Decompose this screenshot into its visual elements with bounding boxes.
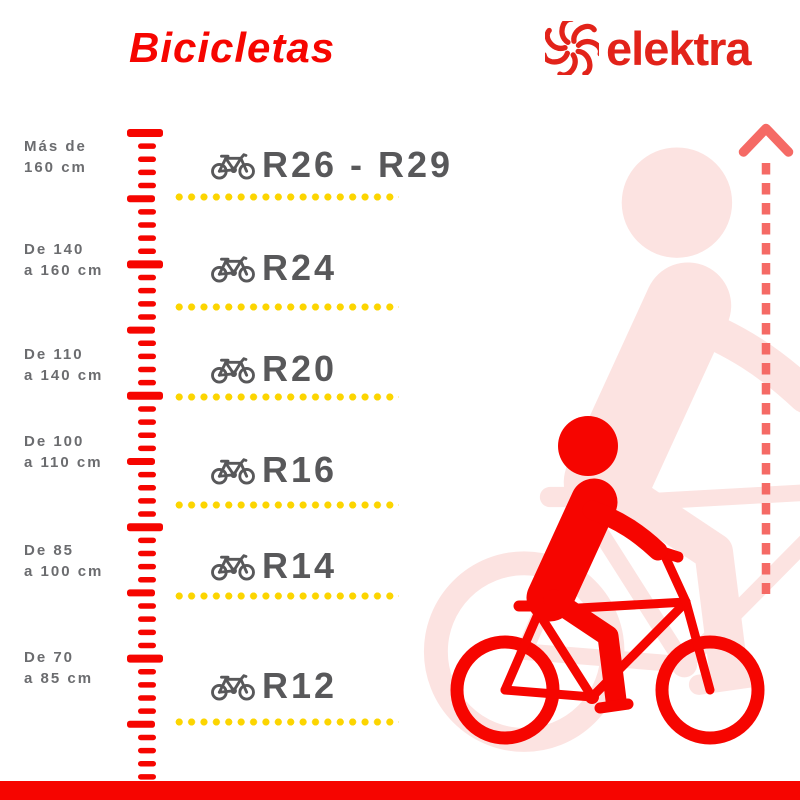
dotted-divider (173, 393, 399, 401)
elektra-pinwheel-icon (545, 21, 599, 75)
dotted-divider (173, 592, 399, 600)
bicycle-icon (211, 255, 255, 283)
brand-logo: elektra (545, 21, 752, 75)
bottom-accent-bar (0, 781, 800, 800)
dotted-divider (173, 501, 399, 509)
size-row: R26 - R29 (210, 139, 453, 191)
bicycle-icon (211, 553, 255, 581)
height-range-label: De 85 a 100 cm (24, 542, 104, 581)
size-row: R12 (210, 660, 337, 712)
bicycle-icon (211, 356, 255, 384)
wheel-size-label: R16 (262, 449, 338, 490)
page-title: Bicicletas (129, 24, 336, 71)
height-ruler (127, 129, 163, 780)
size-row: R14 (210, 540, 337, 592)
height-range-label: De 70 a 85 cm (24, 649, 94, 688)
dotted-divider (173, 718, 399, 726)
dashed-up-arrow-icon (738, 123, 794, 594)
wheel-size-label: R20 (262, 348, 338, 389)
wheel-size-label: R14 (262, 545, 338, 586)
height-range-label: Más de 160 cm (24, 138, 87, 177)
dotted-divider (173, 193, 399, 201)
brand-name: elektra (606, 21, 752, 75)
size-row: R24 (210, 242, 337, 294)
bicycle-icon (211, 152, 255, 180)
size-row: R16 (210, 444, 337, 496)
bicycle-icon (211, 457, 255, 485)
size-row: R20 (210, 343, 337, 395)
bicycle-icon (211, 673, 255, 701)
height-range-label: De 140 a 160 cm (24, 241, 104, 280)
wheel-size-label: R24 (262, 247, 338, 288)
wheel-size-label: R26 - R29 (262, 144, 454, 185)
dotted-divider (173, 303, 399, 311)
height-range-label: De 100 a 110 cm (24, 433, 103, 472)
wheel-size-label: R12 (262, 665, 338, 706)
height-range-label: De 110 a 140 cm (24, 346, 104, 385)
